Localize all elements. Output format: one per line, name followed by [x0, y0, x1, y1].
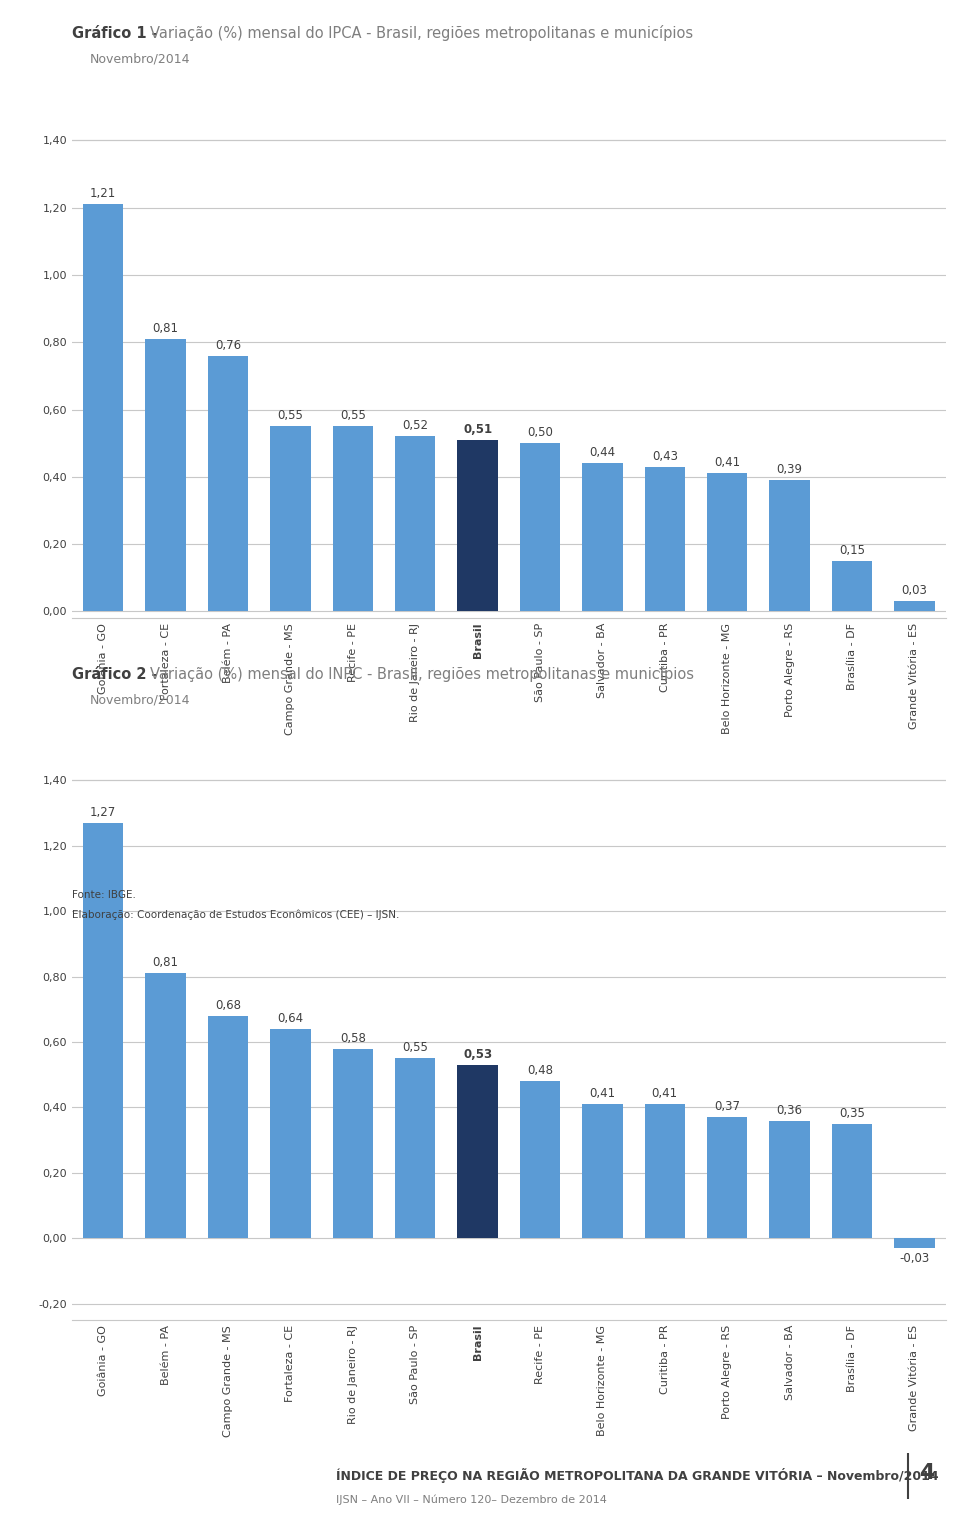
Text: 0,81: 0,81	[153, 957, 179, 969]
Text: Variação (%) mensal do IPCA - Brasil, regiões metropolitanas e municípios: Variação (%) mensal do IPCA - Brasil, re…	[150, 26, 693, 41]
Bar	[207, 356, 249, 612]
Bar	[894, 601, 935, 612]
Text: 0,41: 0,41	[652, 1087, 678, 1100]
Bar	[582, 1105, 623, 1238]
Text: 0,35: 0,35	[839, 1106, 865, 1120]
Bar	[145, 339, 186, 612]
Text: 0,55: 0,55	[402, 1041, 428, 1054]
Text: 0,55: 0,55	[277, 409, 303, 423]
Bar	[644, 467, 685, 612]
Text: 0,58: 0,58	[340, 1032, 366, 1045]
Text: 0,39: 0,39	[777, 462, 803, 476]
Text: -0,03: -0,03	[900, 1251, 929, 1265]
Bar	[769, 1120, 810, 1238]
Bar	[519, 1082, 561, 1238]
Text: 0,68: 0,68	[215, 1000, 241, 1012]
Text: 0,52: 0,52	[402, 420, 428, 432]
Bar	[145, 974, 186, 1238]
Text: ÍNDICE DE PREÇO NA REGIÃO METROPOLITANA DA GRANDE VITÓRIA – Novembro/2014: ÍNDICE DE PREÇO NA REGIÃO METROPOLITANA …	[336, 1468, 939, 1483]
Text: 0,41: 0,41	[714, 456, 740, 470]
Bar	[270, 1029, 311, 1238]
Text: 0,76: 0,76	[215, 339, 241, 351]
Text: 0,37: 0,37	[714, 1100, 740, 1114]
Bar	[457, 439, 498, 612]
Text: 1,27: 1,27	[90, 806, 116, 819]
Bar	[519, 443, 561, 612]
Text: Novembro/2014: Novembro/2014	[89, 52, 190, 66]
Text: Variação (%) mensal do INPC - Brasil, regiões metropolitanas e municípios: Variação (%) mensal do INPC - Brasil, re…	[150, 667, 694, 682]
Bar	[332, 426, 373, 612]
Text: 0,64: 0,64	[277, 1012, 303, 1025]
Text: 0,50: 0,50	[527, 426, 553, 439]
Text: Novembro/2014: Novembro/2014	[89, 693, 190, 707]
Bar	[582, 464, 623, 612]
Bar	[270, 426, 311, 612]
Text: 0,48: 0,48	[527, 1064, 553, 1077]
Text: Elaboração: Coordenação de Estudos Econômicos (CEE) – IJSN.: Elaboração: Coordenação de Estudos Econô…	[72, 909, 399, 920]
Text: 0,44: 0,44	[589, 446, 615, 459]
Bar	[83, 204, 124, 612]
Bar	[83, 823, 124, 1238]
Text: 0,53: 0,53	[463, 1048, 492, 1061]
Text: 0,51: 0,51	[463, 423, 492, 436]
Bar	[457, 1065, 498, 1238]
Text: IJSN – Ano VII – Número 120– Dezembro de 2014: IJSN – Ano VII – Número 120– Dezembro de…	[336, 1494, 607, 1505]
Bar	[707, 1117, 748, 1238]
Text: 0,55: 0,55	[340, 409, 366, 423]
Text: 0,43: 0,43	[652, 450, 678, 462]
Bar	[894, 1238, 935, 1248]
Text: Gráfico 1 -: Gráfico 1 -	[72, 26, 163, 41]
Bar	[769, 481, 810, 612]
Bar	[332, 1048, 373, 1238]
Text: 0,15: 0,15	[839, 543, 865, 557]
Text: 0,41: 0,41	[589, 1087, 615, 1100]
Bar	[207, 1016, 249, 1238]
Bar	[395, 436, 436, 612]
Text: Gráfico 2 -: Gráfico 2 -	[72, 667, 163, 682]
Text: 1,21: 1,21	[90, 188, 116, 200]
Text: 0,36: 0,36	[777, 1103, 803, 1117]
Bar	[707, 473, 748, 612]
Text: Fonte: IBGE.: Fonte: IBGE.	[72, 890, 136, 900]
Bar	[395, 1059, 436, 1238]
Text: 0,81: 0,81	[153, 322, 179, 334]
Text: 0,03: 0,03	[901, 584, 927, 597]
Text: 4: 4	[919, 1463, 934, 1483]
Bar	[644, 1105, 685, 1238]
Bar	[831, 562, 873, 612]
Bar	[831, 1123, 873, 1238]
